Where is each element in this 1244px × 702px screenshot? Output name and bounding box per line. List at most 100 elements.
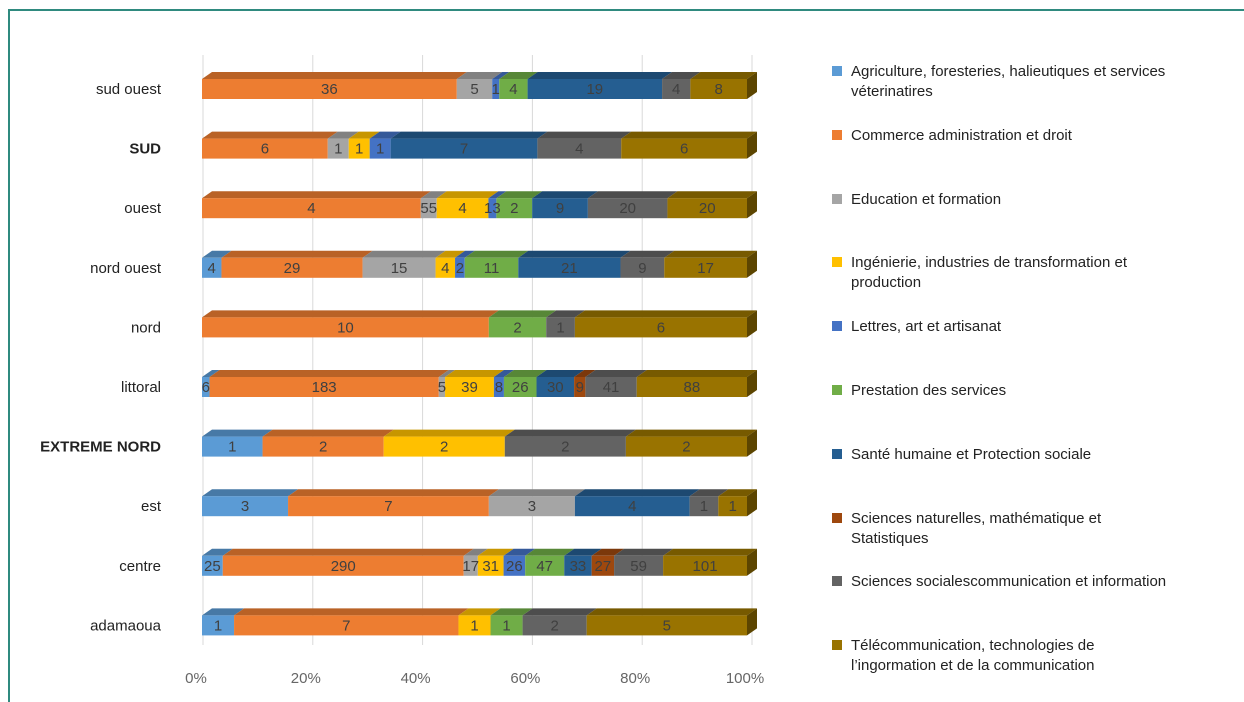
bar-segment-top [234,608,469,616]
data-label: 2 [550,617,558,634]
bar-segment [327,138,349,159]
bar-segment [234,615,459,636]
bar-segment-top [464,250,529,258]
data-label: 41 [603,379,620,396]
bar-segment [620,257,665,278]
legend-label: Prestation des services [851,382,1007,399]
bar-segment-top [455,250,475,258]
legend-label: Lettres, art et artisanat [851,318,1002,336]
bar-segment-top [532,191,598,199]
bar-segment-top [503,548,536,556]
bar-segment [585,377,637,397]
data-label: 4 [458,200,466,217]
bar-segment [455,257,465,278]
bar-segment-top [490,608,533,616]
legend-label: Santé humaine et Protection sociale [851,445,1092,463]
bar-segment [574,496,690,517]
bar-side-face [747,370,757,397]
data-label: 4 [575,141,583,158]
x-tick-label: 20% [291,670,321,687]
bar-segment-top [636,370,757,377]
data-label: 4 [509,81,517,98]
data-label: 5 [663,617,671,634]
x-tick-label: 60% [510,670,540,687]
data-label: 6 [657,319,665,336]
data-label: 39 [461,379,478,396]
bar-segment-top [348,131,380,139]
bar-segment [536,377,575,397]
bar-segment-top [664,250,757,258]
data-label: 17 [697,260,714,277]
bar-segment [586,615,747,636]
bar-segment-top [585,370,647,377]
bar-segment-top [667,191,757,199]
x-tick-label: 80% [620,670,650,687]
legend-item: Sciences socialescommunication et inform… [832,572,1171,592]
bar-segment [522,615,587,636]
bar-side-face [747,608,757,636]
data-label: 183 [312,379,337,396]
bar-segment [587,198,668,219]
data-label: 4 [628,498,636,515]
bar-segment-top [445,370,504,377]
data-label: 1 [502,617,510,634]
bar-segment [202,555,223,576]
data-label: 36 [321,81,338,98]
bar-segment [499,79,528,99]
data-label: 290 [331,558,356,575]
data-label: 2 [456,260,464,277]
bar-segment-top [496,191,543,199]
bar-segment-top [362,250,446,258]
bar-segment [288,496,489,517]
bar-segment-top [574,489,700,497]
x-tick-label: 0% [185,670,207,687]
data-label: 6 [680,141,688,158]
data-label: 1 [728,498,736,515]
bar-segment-top [221,250,373,258]
bar-segment-top [503,370,547,377]
legend-swatch [832,257,842,268]
bar-segment-top [369,131,401,139]
bar-segment [636,377,747,397]
bar-segment-top [420,191,447,199]
bar-segment [621,138,747,159]
bar-segment [456,79,493,99]
bar-segment [438,377,446,397]
bar-segment-top [202,72,467,79]
bar-segment [492,79,500,99]
bar-segment [463,555,478,576]
data-label: 27 [595,558,612,575]
data-label: 8 [495,379,503,396]
data-label: 47 [536,558,553,575]
data-label: 33 [570,558,587,575]
data-label: 15 [391,260,408,277]
bar-segment-top [477,548,514,556]
bar-segment-top [438,370,456,377]
bar-segment-top [586,608,757,616]
data-label: 26 [512,379,529,396]
category-label: adamaoua [90,617,162,634]
bar-segment-top [288,489,499,497]
data-label: 3 [528,498,536,515]
data-label: 2 [440,439,448,456]
data-label: 31 [482,558,499,575]
legend-swatch [832,385,842,395]
bar-segment [503,377,537,397]
bar-segment [420,198,437,219]
data-label: 5 [438,379,446,396]
bar-segment-top [504,429,636,437]
bar-segment-top [435,250,466,258]
bar-segment-top [536,370,585,377]
data-label: 1 [334,141,342,158]
bar-segment-top [202,250,232,258]
data-label: 13 [484,200,501,217]
bar-segment-top [614,548,674,556]
bar-segment [667,198,747,219]
bar-segment [574,317,747,338]
bar-segment [445,377,494,397]
bar-segment [488,496,575,517]
legend-item: Sciences naturelles, mathématique et Sta… [832,509,1171,549]
bar-segment [662,79,691,99]
bar-segment [503,555,526,576]
